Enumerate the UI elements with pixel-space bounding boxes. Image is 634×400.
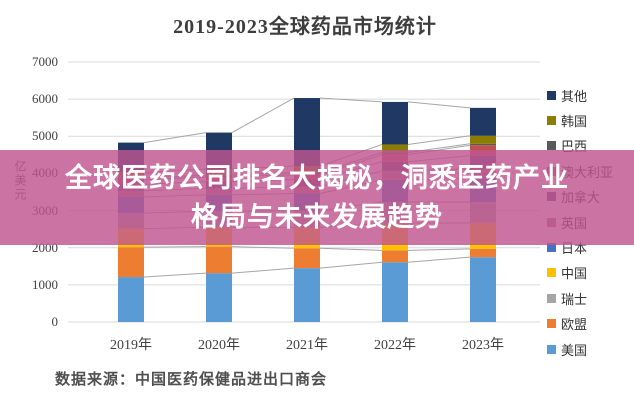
legend-swatch-icon [547, 319, 556, 329]
chart-title: 2019-2023全球药品市场统计 [173, 16, 437, 38]
connector-其他 [231, 97, 295, 134]
y-tick-label-5000: 5000 [32, 128, 58, 144]
bar-segment-2023年-其他 [470, 107, 496, 136]
connector-美国 [319, 261, 383, 269]
x-tick-label-2023年: 2023年 [462, 338, 504, 353]
legend-swatch-icon [547, 115, 556, 125]
connector-美国 [143, 272, 207, 278]
legend-item-中国: 中国 [547, 266, 588, 282]
legend-item-欧盟: 欧盟 [547, 317, 588, 333]
legend-item-韩国: 韩国 [547, 113, 588, 129]
bar-segment-2021年-美国 [294, 268, 320, 322]
legend-label: 韩国 [561, 113, 588, 129]
connector-欧盟 [143, 246, 207, 248]
legend-label: 中国 [561, 266, 588, 282]
y-tick-label-0: 0 [51, 314, 59, 329]
legend-swatch-icon [547, 293, 556, 303]
headline-line-1: 全球医药公司排名大揭秘，洞悉医药产业 [65, 162, 569, 193]
headline-overlay-banner: 全球医药公司排名大揭秘，洞悉医药产业 格局与未来发展趋势 [0, 150, 634, 245]
legend-label: 欧盟 [561, 317, 588, 333]
headline-line-2: 格局与未来发展趋势 [191, 201, 443, 232]
x-tick-label-2019年: 2019年 [110, 338, 152, 353]
legend-swatch-icon [547, 90, 556, 100]
y-tick-label-1000: 1000 [32, 276, 58, 292]
y-tick-label-7000: 7000 [32, 54, 58, 69]
connector-其他 [319, 97, 383, 103]
bar-segment-2022年-美国 [382, 262, 408, 322]
connector-美国 [407, 256, 471, 263]
legend-item-瑞士: 瑞士 [547, 291, 588, 307]
x-tick-label-2020年: 2020年 [198, 338, 240, 353]
legend-label: 其他 [561, 88, 588, 104]
data-source-note: 数据来源：中国医药保健品进出口商会 [55, 372, 328, 388]
bar-segment-2023年-美国 [470, 257, 496, 322]
legend-swatch-icon [547, 344, 556, 354]
legend-swatch-icon [547, 141, 556, 151]
legend-swatch-icon [547, 268, 556, 278]
connector-其他 [143, 132, 207, 144]
bar-segment-2020年-欧盟 [206, 246, 232, 274]
connector-韩国 [407, 135, 471, 145]
legend-item-其他: 其他 [547, 88, 588, 104]
x-tick-label-2021年: 2021年 [286, 338, 328, 353]
bar-segment-2023年-韩国 [470, 135, 496, 144]
connector-美国 [231, 267, 295, 274]
bar-segment-2020年-美国 [206, 273, 232, 322]
bar-segment-2019年-欧盟 [118, 247, 144, 278]
connector-欧盟 [407, 248, 471, 251]
y-tick-label-6000: 6000 [32, 91, 58, 107]
connector-欧盟 [231, 246, 295, 249]
legend-label: 美国 [561, 342, 588, 358]
bar-segment-2022年-欧盟 [382, 250, 408, 263]
connector-其他 [407, 101, 471, 109]
connector-欧盟 [319, 247, 383, 251]
bar-segment-2021年-欧盟 [294, 248, 320, 269]
bar-segment-2022年-韩国 [382, 144, 408, 153]
bar-segment-2022年-其他 [382, 101, 408, 145]
bar-segment-2019年-美国 [118, 277, 144, 322]
x-tick-label-2022年: 2022年 [374, 338, 416, 353]
bar-segment-2023年-巴西 [470, 143, 496, 146]
legend-item-美国: 美国 [547, 342, 588, 358]
bar-segment-2023年-欧盟 [470, 248, 496, 258]
legend-label: 瑞士 [561, 291, 588, 307]
legend-swatch-icon [547, 242, 556, 252]
